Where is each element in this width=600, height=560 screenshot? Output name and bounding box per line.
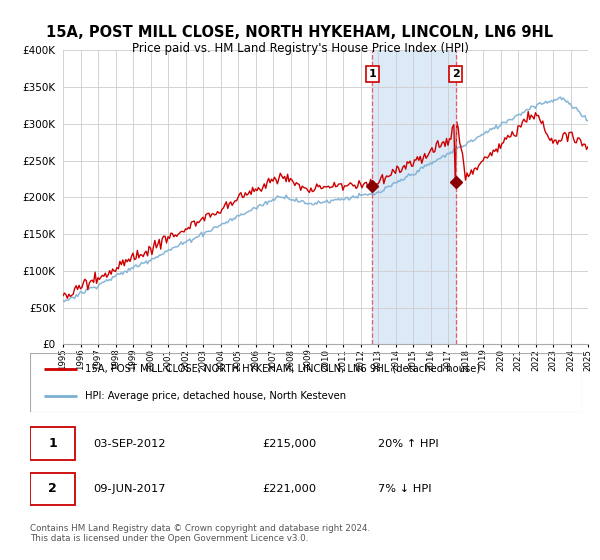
Text: 15A, POST MILL CLOSE, NORTH HYKEHAM, LINCOLN, LN6 9HL (detached house): 15A, POST MILL CLOSE, NORTH HYKEHAM, LIN… [85,363,481,374]
Text: Price paid vs. HM Land Registry's House Price Index (HPI): Price paid vs. HM Land Registry's House … [131,42,469,55]
Text: Contains HM Land Registry data © Crown copyright and database right 2024.
This d: Contains HM Land Registry data © Crown c… [30,524,370,543]
Text: 1: 1 [368,69,376,79]
Text: £215,000: £215,000 [262,438,316,449]
Text: 1: 1 [48,437,57,450]
Text: HPI: Average price, detached house, North Kesteven: HPI: Average price, detached house, Nort… [85,391,346,401]
FancyBboxPatch shape [30,473,75,505]
Text: 2: 2 [48,482,57,495]
Text: 2: 2 [452,69,460,79]
Text: 7% ↓ HPI: 7% ↓ HPI [378,484,431,494]
Text: 20% ↑ HPI: 20% ↑ HPI [378,438,439,449]
Text: 15A, POST MILL CLOSE, NORTH HYKEHAM, LINCOLN, LN6 9HL: 15A, POST MILL CLOSE, NORTH HYKEHAM, LIN… [46,25,554,40]
Bar [372,50,455,344]
Text: 09-JUN-2017: 09-JUN-2017 [94,484,166,494]
Text: 03-SEP-2012: 03-SEP-2012 [94,438,166,449]
FancyBboxPatch shape [30,427,75,460]
Text: £221,000: £221,000 [262,484,316,494]
